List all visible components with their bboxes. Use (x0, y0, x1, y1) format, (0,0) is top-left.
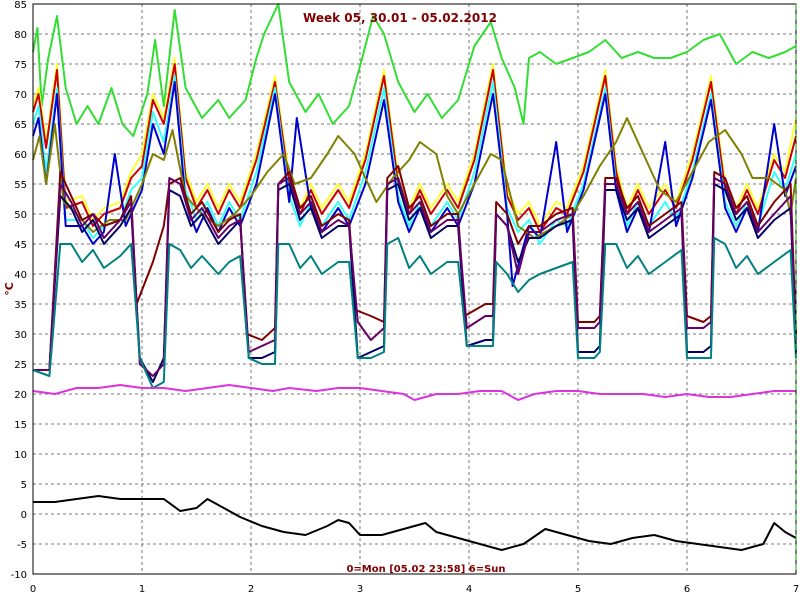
x-tick-label: 1 (139, 584, 145, 595)
y-tick-label: 60 (14, 150, 27, 161)
y-tick-label: 45 (14, 240, 27, 251)
x-tick-label: 7 (793, 584, 799, 595)
y-tick-label: 30 (14, 330, 27, 341)
y-tick-label: 15 (14, 420, 27, 431)
y-tick-label: 10 (14, 450, 27, 461)
y-tick-label: 55 (14, 180, 27, 191)
x-tick-label: 4 (466, 584, 472, 595)
x-tick-label: 0 (30, 584, 36, 595)
y-tick-label: 20 (14, 390, 27, 401)
y-tick-label: 25 (14, 360, 27, 371)
y-tick-label: 65 (14, 120, 27, 131)
x-tick-label: 5 (575, 584, 581, 595)
y-tick-label: 50 (14, 210, 27, 221)
y-tick-label: 75 (14, 60, 27, 71)
y-tick-label: 80 (14, 30, 27, 41)
y-tick-label: 5 (21, 480, 27, 491)
y-tick-label: -5 (17, 540, 27, 551)
y-tick-label: -10 (11, 570, 27, 581)
x-tick-label: 6 (684, 584, 690, 595)
x-tick-label: 2 (248, 584, 254, 595)
y-tick-label: 0 (21, 510, 27, 521)
y-tick-label: 85 (14, 0, 27, 11)
y-tick-label: 40 (14, 270, 27, 281)
y-tick-label: 70 (14, 90, 27, 101)
chart-title: Week 05, 30.01 - 05.02.2012 (303, 11, 497, 25)
x-tick-label: 3 (357, 584, 363, 595)
x-axis-label: 0=Mon [05.02 23:58] 6=Sun (346, 564, 505, 575)
y-axis-label: °C (3, 282, 16, 296)
y-tick-label: 35 (14, 300, 27, 311)
